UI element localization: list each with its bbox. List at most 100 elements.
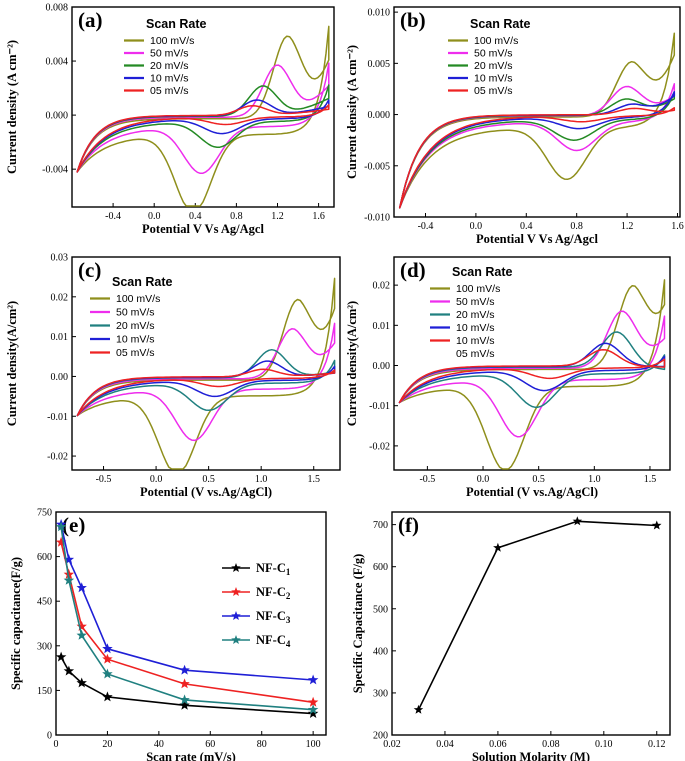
cv-series-curve [398,310,666,438]
y-tick-label: -0.02 [47,452,68,463]
legend-star-icon [231,635,241,644]
cv-series-curve [398,107,676,209]
x-tick-label: 0.4 [520,221,533,232]
cv-series-curve [76,104,330,173]
data-point-star [55,651,67,662]
x-tick-label: 0.0 [477,474,490,485]
y-tick-label: 0.02 [51,292,69,303]
plot-frame [71,256,341,471]
panel-f: 0.02 0.04 0.06 0.08 0.10 0.12 200 300 400 500 600 7… [351,511,671,761]
legend-label: 10 mV/s [474,73,513,85]
data-point-star [307,708,319,718]
y-axis-title: Current density (A cm⁻²) [345,45,359,179]
legend-title: Scan Rate [146,17,206,31]
x-tick-label: 0 [54,739,59,750]
x-tick-label: 40 [154,739,164,750]
data-point-star [307,696,319,707]
x-tick-label: -0.5 [96,474,112,485]
x-axis-title: Potential (V vs.Ag/AgCl) [140,485,272,499]
data-point-star [76,621,87,631]
legend-title: Scan Rate [112,275,172,289]
plot-frame [393,6,681,218]
y-axis-title: Current density (A cm⁻²) [5,40,19,174]
panel-label: (b) [400,8,426,32]
x-axis-title: Potential V Vs Ag/Agcl [142,222,264,236]
x-tick-label: 0.02 [383,739,401,750]
data-point-star [179,678,190,689]
y-tick-label: 500 [373,604,388,615]
x-axis-title: Potential V Vs Ag/Agcl [476,232,598,246]
y-tick-label: 0.004 [46,57,69,68]
series-line [60,656,314,715]
x-tick-label: 1.6 [671,221,684,232]
legend-star-icon [231,587,241,596]
data-point-star [179,699,190,710]
y-tick-label: -0.01 [369,401,390,412]
y-tick-label: -0.010 [364,213,390,224]
panel-label: (f) [398,513,419,537]
legend-title: Scan Rate [470,17,530,31]
series-line [60,526,314,711]
data-point-star [63,554,75,564]
y-tick-label: 0.000 [46,111,69,122]
y-tick-label: 0.000 [368,110,391,121]
legend-label: 100 mV/s [150,35,194,47]
data-point-star [102,653,113,664]
cv-series-curve [76,84,330,173]
x-tick-label: 1.5 [307,474,320,485]
data-point-star [55,521,67,532]
legend-star-icon [231,611,241,620]
x-tick-label: 0.0 [148,211,161,222]
cv-series-curve [76,368,336,417]
legend-label: 10 mV/s [456,335,495,347]
x-tick-label: 0.0 [150,474,163,485]
x-tick-label: 0.12 [648,739,666,750]
y-tick-label: 300 [373,688,388,699]
x-tick-label: 1.2 [621,221,634,232]
data-point-star [102,643,113,654]
panel-d: -0.5 0.0 0.5 1.0 1.5 -0.02 -0.01 0.00 0.01 0.02 Po… [345,256,671,499]
cv-series-curve [76,62,330,175]
y-tick-label: 0.01 [51,332,69,343]
data-point-star [63,574,75,585]
x-tick-label: -0.5 [419,474,435,485]
legend-label: 20 mV/s [150,60,189,72]
x-tick-label: 60 [205,739,215,750]
legend-title: Scan Rate [452,265,512,279]
x-tick-label: 0.4 [189,211,202,222]
cv-series-curve [398,92,676,209]
x-axis-title: Potential (V vs.Ag/AgCl) [466,485,598,499]
y-tick-label: 0.00 [373,361,391,372]
y-axis-title: Current density(A/cm²) [5,301,19,426]
x-tick-label: 80 [257,739,267,750]
series-line [417,520,657,711]
data-point-star [179,694,190,705]
y-tick-label: 0.005 [368,59,391,70]
data-point-star [413,704,424,714]
legend-label: NF-C2 [256,585,291,601]
y-tick-label: 0.02 [373,281,391,292]
data-point-star [63,568,75,579]
legend-label: 10 mV/s [150,73,189,85]
legend-label: 20 mV/s [474,60,513,72]
y-tick-label: 0 [47,731,52,742]
x-tick-label: 1.6 [312,211,325,222]
legend-label: 20 mV/s [116,320,155,332]
x-axis-title: Solution Molarity (M) [472,750,590,761]
legend-label: 50 mV/s [116,307,155,319]
data-point-star [55,536,67,547]
x-tick-label: 20 [102,739,112,750]
x-tick-label: 0.06 [489,739,507,750]
legend-label: 05 mV/s [456,348,495,360]
legend-label: 100 mV/s [456,283,500,295]
x-tick-label: 0.08 [542,739,560,750]
y-tick-label: 300 [37,641,52,652]
cv-series-curve [76,322,336,442]
x-tick-label: 100 [306,739,321,750]
y-tick-label: 150 [37,686,52,697]
y-axis-title: Current density(A/cm²) [345,301,359,426]
panel-e: 0 20 40 60 80 100 0 150 300 450 600 750 Scan rate (m… [9,508,327,761]
legend-label: 10 mV/s [456,322,495,334]
data-point-star [63,665,75,676]
